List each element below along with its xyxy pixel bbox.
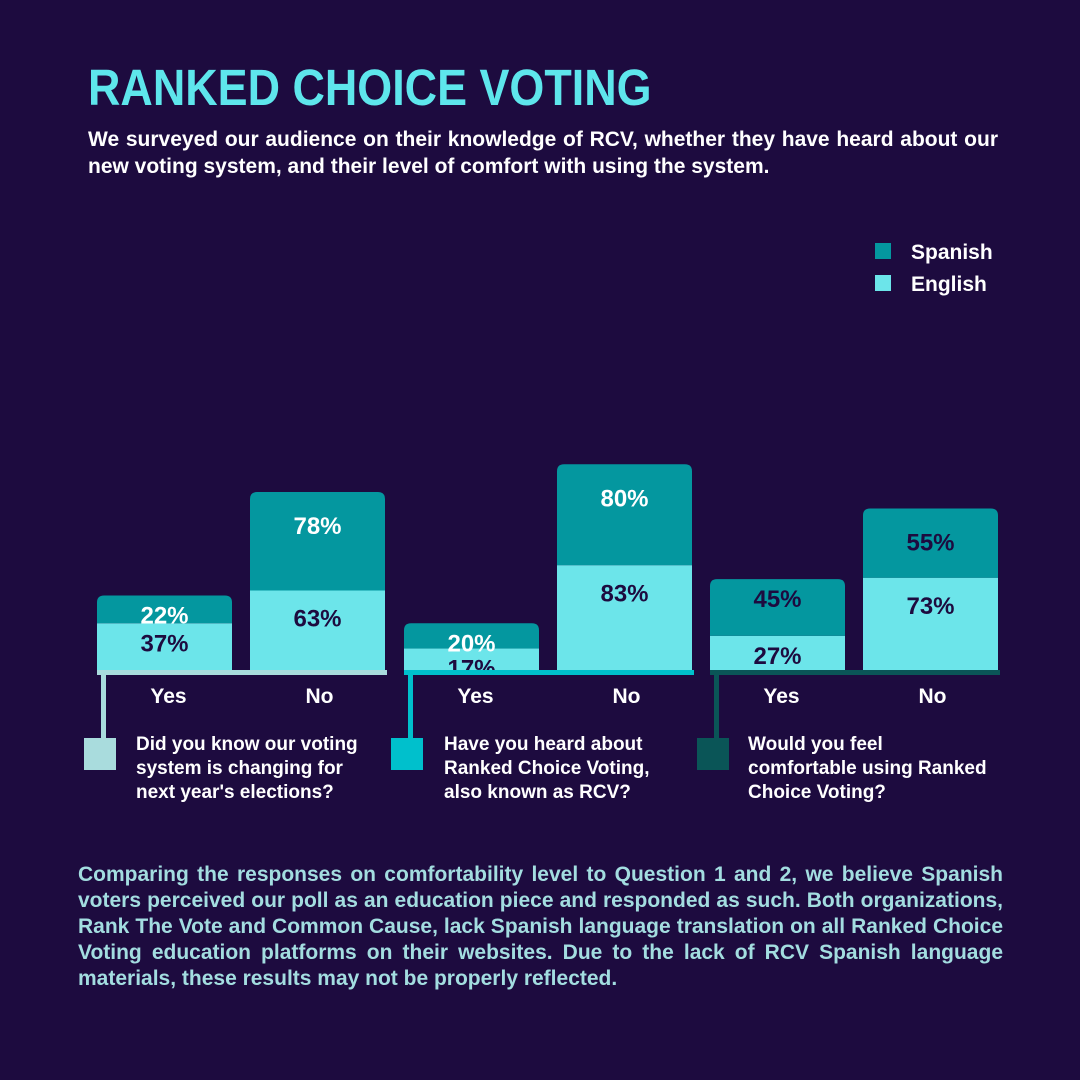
bar-english-q3-yes xyxy=(710,635,845,670)
footnote: Comparing the responses on comfortabilit… xyxy=(78,863,1003,990)
data-label-spanish-q1-no: 78% xyxy=(293,513,341,540)
chart-subtitle: We surveyed our audience on their knowle… xyxy=(88,128,998,178)
bar-english-q2-yes xyxy=(404,648,539,670)
question-marker-q3 xyxy=(697,738,729,770)
stacked-bar-chart: 22%37%Yes78%63%No20%17%Yes80%83%No45%27%… xyxy=(84,241,1000,770)
chart-title: RANKED CHOICE VOTING xyxy=(88,59,652,116)
bar-english-q1-yes xyxy=(97,623,232,670)
data-label-spanish-q2-no: 80% xyxy=(600,485,648,512)
axis-line-q1 xyxy=(97,670,387,675)
bar-english-q3-no xyxy=(863,577,998,670)
legend-swatch-english xyxy=(875,275,891,291)
bar-english-q2-no xyxy=(557,565,692,670)
legend-label-english: English xyxy=(911,273,987,296)
bar-spanish-q2-no xyxy=(557,464,692,566)
bar-spanish-q3-yes xyxy=(710,579,845,636)
data-label-spanish-q1-yes: 22% xyxy=(140,603,188,630)
data-label-english-q1-no: 63% xyxy=(293,605,341,632)
data-label-english-q3-no: 73% xyxy=(906,593,954,620)
category-label-q2-yes: Yes xyxy=(457,685,493,708)
bar-spanish-q1-yes xyxy=(97,595,232,624)
bar-spanish-q2-yes xyxy=(404,623,539,649)
legend-swatch-spanish xyxy=(875,243,891,259)
axis-line-q3 xyxy=(710,670,1000,675)
bar-english-q1-no xyxy=(250,590,385,670)
axis-connector-q2 xyxy=(408,670,413,740)
bar-spanish-q1-no xyxy=(250,492,385,591)
question-marker-q2 xyxy=(391,738,423,770)
axis-connector-q3 xyxy=(714,670,719,740)
data-label-spanish-q2-yes: 20% xyxy=(447,630,495,657)
legend-label-spanish: Spanish xyxy=(911,241,993,264)
bar-spanish-q3-no xyxy=(863,508,998,578)
data-label-english-q2-yes: 17% xyxy=(447,656,495,683)
category-label-q3-yes: Yes xyxy=(763,685,799,708)
data-label-english-q2-no: 83% xyxy=(600,580,648,607)
data-label-english-q3-yes: 27% xyxy=(753,643,801,670)
data-label-spanish-q3-yes: 45% xyxy=(753,586,801,613)
question-marker-q1 xyxy=(84,738,116,770)
category-label-q2-no: No xyxy=(613,685,641,708)
category-label-q3-no: No xyxy=(919,685,947,708)
question-1-text: Did you know our voting system is changi… xyxy=(136,734,358,803)
category-label-q1-yes: Yes xyxy=(150,685,186,708)
question-2-text: Have you heard about Ranked Choice Votin… xyxy=(444,734,650,803)
question-3-text: Would you feel comfortable using Ranked … xyxy=(748,734,987,803)
data-label-english-q1-yes: 37% xyxy=(140,630,188,657)
data-label-spanish-q3-no: 55% xyxy=(906,529,954,556)
category-label-q1-no: No xyxy=(306,685,334,708)
axis-connector-q1 xyxy=(101,670,106,740)
axis-line-q2 xyxy=(404,670,694,675)
